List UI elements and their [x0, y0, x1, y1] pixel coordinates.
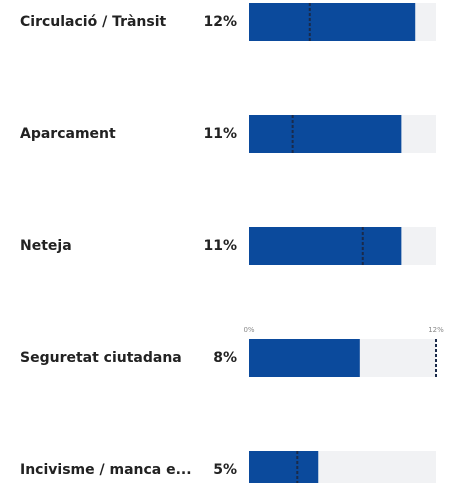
category-label: Aparcament [20, 126, 116, 142]
bar [249, 451, 319, 483]
bar [249, 115, 402, 153]
axis-tick-label: 12% [428, 326, 444, 334]
bar [249, 227, 402, 265]
category-label: Neteja [20, 238, 72, 254]
bar [249, 3, 416, 41]
bar [249, 339, 360, 377]
value-label: 11% [203, 238, 237, 254]
value-label: 12% [203, 14, 237, 30]
value-label: 5% [213, 462, 237, 478]
axis-tick-label: 0% [243, 326, 254, 334]
category-label: Circulació / Trànsit [20, 14, 167, 30]
value-label: 8% [213, 350, 237, 366]
category-label: Incivisme / manca e... [20, 462, 192, 478]
category-label: Seguretat ciutadana [20, 350, 182, 366]
value-label: 11% [203, 126, 237, 142]
